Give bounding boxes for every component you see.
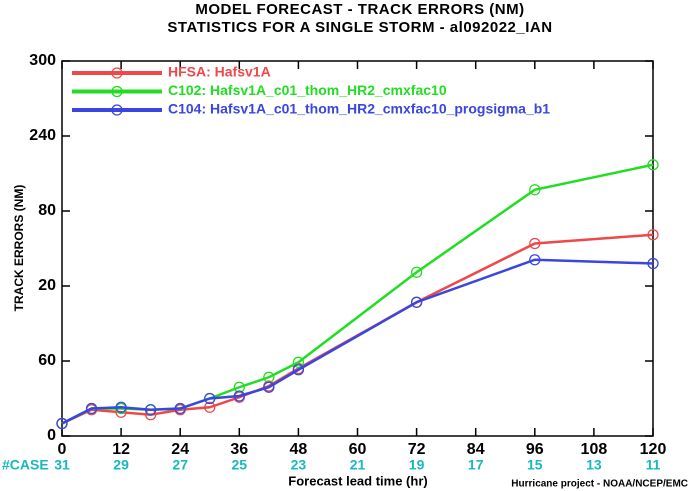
point xyxy=(529,254,541,266)
point xyxy=(56,417,68,430)
case-count: 27 xyxy=(172,457,188,473)
legend-marker xyxy=(111,67,123,79)
case-count: 19 xyxy=(409,457,425,473)
point xyxy=(144,404,157,416)
case-count: 25 xyxy=(232,457,248,473)
x-tick-label: 0 xyxy=(58,441,67,458)
point xyxy=(292,356,305,368)
point xyxy=(529,237,541,250)
footer: Hurricane project - NOAA/NCEP/EMC xyxy=(511,479,688,490)
chart-subtitle: STATISTICS FOR A SINGLE STORM - al092022… xyxy=(167,19,552,36)
y-tick-label: 240 xyxy=(29,127,56,144)
point xyxy=(647,257,659,270)
case-count: 17 xyxy=(468,457,484,473)
x-tick-label: 84 xyxy=(467,441,485,458)
series-line xyxy=(61,163,654,425)
point xyxy=(233,381,245,393)
plot-frame xyxy=(61,60,654,437)
point xyxy=(263,381,275,393)
legend-label: C104: Hafsv1A_c01_thom_HR2_cmxfac10_prog… xyxy=(168,101,550,117)
point xyxy=(292,364,305,376)
point xyxy=(647,229,659,241)
x-tick-label: 60 xyxy=(349,441,367,458)
x-tick-label: 48 xyxy=(290,441,308,458)
point xyxy=(204,392,216,405)
point xyxy=(233,390,245,402)
case-count: 21 xyxy=(350,457,366,473)
x-tick-label: 120 xyxy=(640,441,667,458)
case-count: 31 xyxy=(54,457,70,473)
point xyxy=(174,402,186,415)
case-label: #CASE xyxy=(2,457,49,473)
y-tick-label: 300 xyxy=(29,52,56,69)
legend-marker xyxy=(111,104,123,116)
x-tick-label: 36 xyxy=(230,441,248,458)
case-count: 13 xyxy=(586,457,602,473)
x-tick-label: 24 xyxy=(171,441,189,458)
point xyxy=(410,266,423,278)
y-tick-label: 20 xyxy=(38,277,56,294)
legend-label: HFSA: Hafsv1A xyxy=(168,64,271,80)
x-tick-label: 108 xyxy=(581,441,608,458)
y-axis-label: TRACK ERRORS (NM) xyxy=(12,185,26,312)
point xyxy=(204,401,216,413)
x-tick-label: 96 xyxy=(526,441,544,458)
x-tick-label: 12 xyxy=(112,441,130,458)
legend-label: C102: Hafsv1A_c01_thom_HR2_cmxfac10 xyxy=(168,82,447,98)
x-axis-label: Forecast lead time (hr) xyxy=(288,473,427,488)
series-line xyxy=(61,258,654,425)
case-count: 29 xyxy=(113,457,129,473)
series-line xyxy=(61,233,654,425)
case-count: 23 xyxy=(291,457,307,473)
legend-marker xyxy=(111,85,123,98)
chart-title: MODEL FORECAST - TRACK ERRORS (NM) xyxy=(195,1,524,18)
point xyxy=(85,402,98,415)
point xyxy=(410,296,423,308)
y-tick-label: 0 xyxy=(47,427,56,444)
point xyxy=(647,159,659,171)
point xyxy=(115,401,127,413)
y-tick-label: 80 xyxy=(38,202,56,219)
x-tick-label: 72 xyxy=(408,441,426,458)
case-count: 15 xyxy=(527,457,543,473)
point xyxy=(529,184,541,196)
case-count: 11 xyxy=(646,457,661,473)
y-tick-label: 60 xyxy=(38,352,56,369)
